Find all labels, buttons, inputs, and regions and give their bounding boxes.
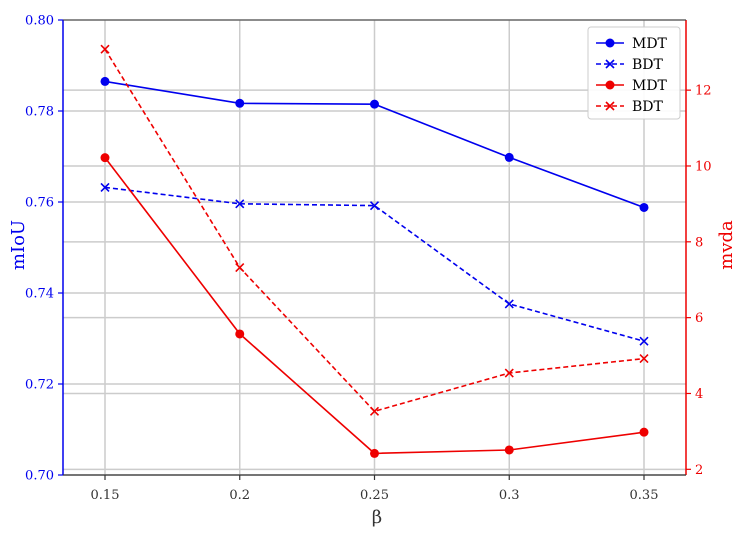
data-point-left-mdt bbox=[639, 202, 649, 212]
x-tick-label: 0.25 bbox=[360, 488, 389, 503]
left-tick-label: 0.76 bbox=[25, 196, 54, 211]
data-point-right-mdt bbox=[235, 329, 245, 339]
legend-label: BDT bbox=[632, 99, 664, 115]
right-axis-gridlines bbox=[63, 89, 686, 471]
x-marker-stroke bbox=[100, 44, 110, 54]
data-point-left-bdt bbox=[100, 182, 110, 193]
series-line-right-bdt bbox=[104, 48, 645, 413]
data-point-right-bdt bbox=[639, 354, 649, 364]
left-tick-label: 0.70 bbox=[25, 469, 54, 484]
data-point-right-mdt bbox=[504, 445, 514, 455]
right-tick-label: 2 bbox=[695, 463, 703, 478]
x-tick-label: 0.35 bbox=[630, 488, 659, 503]
legend-marker bbox=[605, 101, 615, 111]
x-marker-stroke bbox=[639, 354, 649, 364]
left-tick-label: 0.74 bbox=[25, 287, 54, 302]
left-tick-label: 0.80 bbox=[25, 14, 54, 29]
left-axis-title: mIoU bbox=[8, 220, 29, 270]
x-marker-stroke bbox=[369, 201, 380, 211]
legend-label: BDT bbox=[632, 57, 664, 73]
legend-marker bbox=[605, 80, 615, 90]
right-tick-label: 8 bbox=[695, 235, 703, 250]
data-point-right-mdt bbox=[370, 448, 379, 458]
data-point-right-mdt bbox=[639, 427, 649, 437]
x-tick-label: 0.15 bbox=[91, 488, 120, 503]
x-marker-stroke bbox=[100, 182, 110, 193]
legend-marker bbox=[605, 59, 615, 69]
x-marker-stroke bbox=[235, 199, 245, 209]
x-marker-stroke bbox=[504, 299, 514, 309]
data-point-right-bdt bbox=[369, 406, 380, 416]
left-tick-label: 0.72 bbox=[25, 378, 54, 393]
data-point-left-bdt bbox=[369, 201, 380, 211]
legend-marker bbox=[605, 38, 615, 48]
right-tick-label: 10 bbox=[695, 159, 712, 174]
x-axis-title: β bbox=[372, 507, 382, 528]
left-tick-label: 0.78 bbox=[25, 105, 54, 120]
data-point-left-mdt bbox=[504, 152, 514, 162]
vertical-gridlines bbox=[104, 20, 645, 475]
data-point-left-bdt bbox=[235, 199, 245, 209]
x-marker-stroke bbox=[639, 336, 649, 346]
x-marker-stroke bbox=[504, 368, 514, 378]
legend: MDT BDT MDT BDT bbox=[587, 26, 681, 120]
legend-box bbox=[587, 26, 681, 120]
data-point-left-mdt bbox=[100, 76, 110, 86]
x-marker-stroke bbox=[605, 101, 615, 111]
x-marker-stroke bbox=[605, 59, 615, 69]
tick-labels: 0.70 0.72 0.74 0.76 0.78 0.80 2 4 6 8 10 12 0.15 0.2 0… bbox=[25, 14, 712, 504]
right-tick-label: 12 bbox=[695, 84, 712, 99]
data-point-right-mdt bbox=[100, 153, 110, 163]
right-tick-label: 4 bbox=[695, 387, 703, 402]
legend-label: MDT bbox=[632, 78, 668, 94]
x-marker-stroke bbox=[369, 406, 380, 416]
right-axis-title: mvda bbox=[716, 220, 737, 270]
right-tick-label: 6 bbox=[695, 311, 703, 326]
x-tick-label: 0.3 bbox=[499, 488, 520, 503]
series-line-left-bdt bbox=[104, 186, 645, 342]
data-point-right-bdt bbox=[235, 263, 245, 273]
x-marker-stroke bbox=[235, 263, 245, 273]
data-point-right-bdt bbox=[100, 44, 110, 54]
x-tick-label: 0.2 bbox=[229, 488, 250, 503]
series-lines bbox=[100, 44, 649, 458]
data-point-left-bdt bbox=[639, 336, 649, 346]
data-point-left-mdt bbox=[235, 98, 245, 108]
legend-label: MDT bbox=[632, 36, 668, 52]
data-point-left-bdt bbox=[504, 299, 514, 309]
data-point-left-mdt bbox=[370, 99, 379, 109]
data-point-right-bdt bbox=[504, 368, 514, 378]
